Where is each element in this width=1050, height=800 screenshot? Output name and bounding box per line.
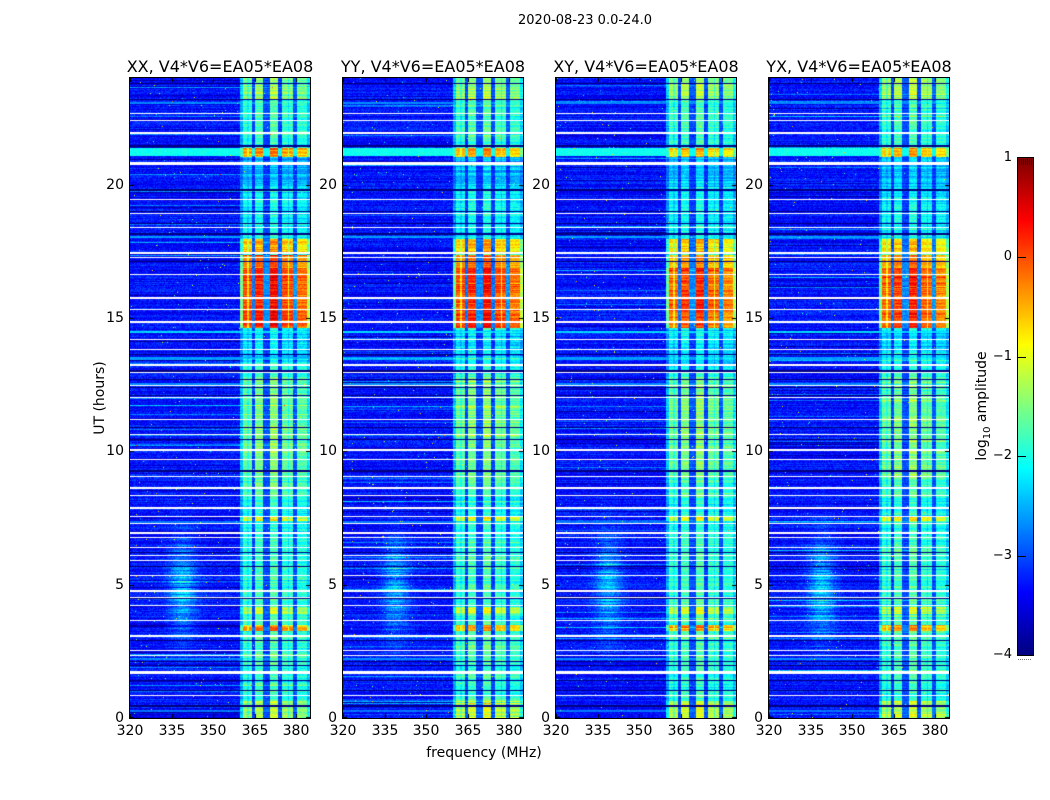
y-tick-label: 15 [106,310,124,326]
y-tick-label: 0 [754,710,763,726]
figure-title: 2020-08-23 0.0-24.0 [518,13,652,28]
x-tick-label: 380 [495,723,523,739]
x-tick-label: 320 [755,723,783,739]
x-tick-label: 335 [158,723,186,739]
colorbar-minor-tick [1023,159,1024,165]
colorbar-minor-tick [1027,647,1028,653]
x-tick-label: 365 [667,723,695,739]
colorbar-minor-dot [1028,659,1029,660]
y-tick-label: 10 [319,443,337,459]
x-tick-label: 350 [838,723,866,739]
y-tick-label: 15 [745,310,763,326]
y-tick-label: 20 [745,177,763,193]
colorbar-minor-tick [1019,647,1020,653]
spectrogram-image [769,78,949,718]
colorbar-minor-tick [1031,647,1032,653]
x-tick-label: 350 [199,723,227,739]
colorbar-tick-mark [1018,456,1026,457]
colorbar-tick-mark [1018,556,1026,557]
spectrogram-panel [129,77,311,719]
y-tick-label: 20 [319,177,337,193]
y-tick-label: 10 [532,443,550,459]
x-tick-label: 350 [412,723,440,739]
colorbar-label-text: log [974,439,990,461]
y-tick-label: 5 [541,577,550,593]
y-tick-label: 0 [115,710,124,726]
spectrogram-image [343,78,523,718]
colorbar-tick-label: −4 [992,647,1012,662]
colorbar-minor-tick [1021,159,1022,165]
x-tick-label: 320 [329,723,357,739]
colorbar-label: log10 amplitude [973,336,993,476]
colorbar-tick-label: 1 [1003,150,1012,165]
y-tick-label: 5 [115,577,124,593]
spectrogram-image [556,78,736,718]
colorbar-tick-label: −1 [992,349,1012,364]
colorbar-minor-tick [1023,647,1024,653]
colorbar-minor-tick [1025,159,1026,165]
x-tick-label: 320 [116,723,144,739]
colorbar-minor-tick [1029,647,1030,653]
x-tick-label: 320 [542,723,570,739]
colorbar-minor-tick [1031,159,1032,165]
y-tick-label: 20 [106,177,124,193]
spectrogram-panel [768,77,950,719]
y-tick-label: 15 [319,310,337,326]
panel-title: YX, V4*V6=EA05*EA08 [766,57,952,76]
y-tick-label: 20 [532,177,550,193]
colorbar-minor-tick [1019,159,1020,165]
colorbar-minor-dot [1020,659,1021,660]
colorbar-tick-mark [1018,257,1026,258]
x-tick-label: 365 [880,723,908,739]
x-axis-label: frequency (MHz) [426,745,542,761]
y-tick-label: 0 [541,710,550,726]
x-tick-label: 365 [454,723,482,739]
x-tick-label: 350 [625,723,653,739]
colorbar-label-subscript: 10 [981,426,993,440]
colorbar-tick-label: −2 [992,448,1012,463]
y-tick-label: 10 [745,443,763,459]
colorbar-gradient [1018,158,1033,655]
colorbar-minor-dot [1026,659,1027,660]
colorbar-minor-dot [1022,659,1023,660]
colorbar-label-suffix: amplitude [974,351,990,427]
y-tick-label: 5 [754,577,763,593]
y-tick-label: 10 [106,443,124,459]
y-tick-label: 5 [328,577,337,593]
x-tick-label: 380 [282,723,310,739]
x-tick-label: 335 [371,723,399,739]
colorbar-tick-mark [1018,357,1026,358]
y-axis-label: UT (hours) [92,361,108,435]
x-tick-label: 380 [708,723,736,739]
x-tick-label: 335 [584,723,612,739]
x-tick-label: 335 [797,723,825,739]
panel-title: XX, V4*V6=EA05*EA08 [126,57,314,76]
colorbar [1017,157,1034,656]
spectrogram-panel [342,77,524,719]
x-tick-label: 365 [241,723,269,739]
colorbar-minor-dot [1024,659,1025,660]
colorbar-tick-label: 0 [1003,249,1012,264]
spectrogram-image [130,78,310,718]
colorbar-minor-tick [1029,159,1030,165]
colorbar-tick-label: −3 [992,548,1012,563]
colorbar-minor-dot [1018,659,1019,660]
colorbar-minor-tick [1025,647,1026,653]
panel-title: XY, V4*V6=EA05*EA08 [553,57,739,76]
colorbar-minor-dot [1030,659,1031,660]
y-tick-label: 0 [328,710,337,726]
x-tick-label: 380 [921,723,949,739]
panel-title: YY, V4*V6=EA05*EA08 [340,57,526,76]
spectrogram-panel [555,77,737,719]
colorbar-minor-tick [1021,647,1022,653]
y-tick-label: 15 [532,310,550,326]
colorbar-minor-tick [1027,159,1028,165]
